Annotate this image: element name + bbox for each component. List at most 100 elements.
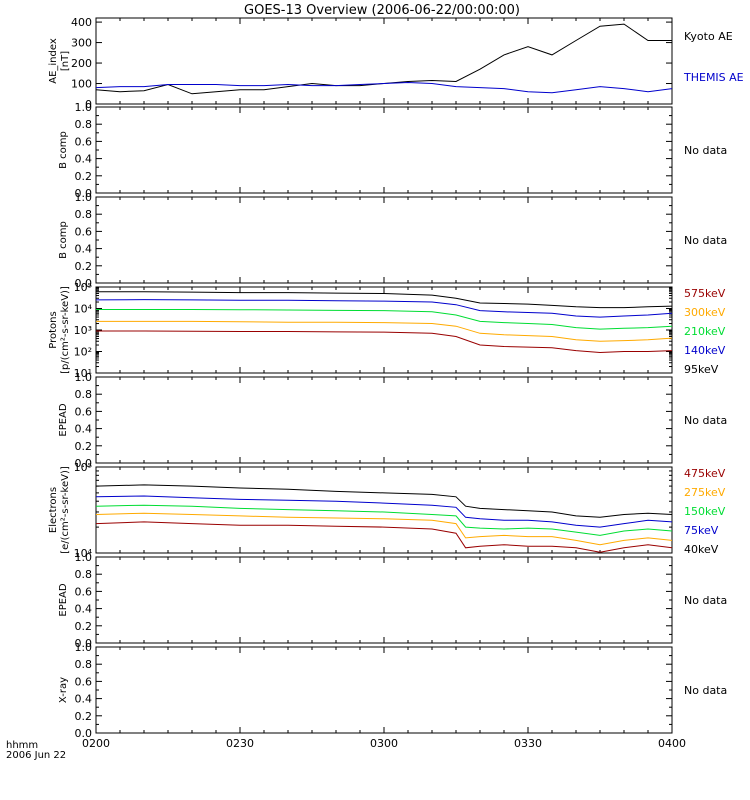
legend-label: THEMIS AE (683, 71, 744, 84)
y-tick-label: 100 (71, 78, 92, 91)
legend-label: Kyoto AE (684, 30, 733, 43)
panel-1: 0.0 0.2 0.4 0.6 0.8 1.0 B comp No data (58, 101, 727, 200)
series-line-150kev (95, 504, 673, 536)
y-tick-label: 1.0 (75, 191, 93, 204)
y-tick-label: 0.8 (75, 118, 93, 131)
panel-6-frame (95, 556, 673, 644)
y-axis-label: Protons (48, 311, 59, 348)
legend-label: 40keV (684, 543, 719, 556)
no-data-label: No data (684, 234, 727, 247)
legend-label: 475keV (684, 467, 726, 480)
series-line-300kev (96, 320, 673, 342)
panel-5-frame (95, 466, 673, 554)
y-axis-label: X-ray (58, 677, 69, 703)
y-tick-label: 0.2 (75, 710, 93, 723)
x-axis-tick-labels: 0200 0230 0300 0330 0400 (82, 737, 686, 750)
y-tick-label: 1.0 (75, 641, 93, 654)
panel-3: 10¹ 10² 10³ 10⁴ 10⁵ Protons [p/(cm²-s-sr-keV)]… (48, 281, 726, 380)
legend-label: 75keV (684, 524, 719, 537)
y-tick-label: 0.6 (75, 225, 93, 238)
legend-label: 210keV (684, 325, 726, 338)
panel-7: 0.0 0.2 0.4 0.6 0.8 1.0 X-ray No data (58, 641, 727, 740)
panel-1-frame (95, 106, 673, 194)
y-tick-label: 400 (71, 16, 92, 29)
y-axis-label: B comp (58, 131, 69, 169)
y-tick-label: 0.0 (75, 637, 93, 650)
y-axis-label: AE_index (48, 38, 59, 84)
panel-6: 0.0 0.2 0.4 0.6 0.8 1.0 EPEAD No data (58, 551, 727, 650)
y-tick-label: 0.0 (75, 727, 93, 740)
y-tick-label: 0.2 (75, 440, 93, 453)
y-tick-label: 10⁵ (74, 461, 92, 474)
y-tick-label: 10¹ (74, 367, 92, 380)
y-tick-label: 0.4 (75, 693, 93, 706)
y-tick-label: 0.8 (75, 208, 93, 221)
panel-7-frame (95, 646, 673, 734)
y-tick-label: 0.0 (75, 277, 93, 290)
legend-label: 150keV (684, 505, 726, 518)
y-tick-label: 1.0 (75, 551, 93, 564)
y-tick-label: 0.0 (75, 457, 93, 470)
x-tick-label: 0230 (226, 737, 254, 750)
y-axis-label: [p/(cm²-s-sr-keV)] (60, 286, 71, 374)
y-tick-label: 1.0 (75, 101, 93, 114)
series-line-210kev (96, 309, 673, 330)
y-tick-label: 300 (71, 37, 92, 50)
x-tick-label: 0200 (82, 737, 110, 750)
y-tick-label: 0.8 (75, 568, 93, 581)
no-data-label: No data (684, 144, 727, 157)
panel-4: 0.0 0.2 0.4 0.6 0.8 1.0 EPEAD No data (58, 371, 727, 470)
y-tick-label: 0.6 (75, 675, 93, 688)
y-axis-label: EPEAD (58, 583, 69, 617)
x-tick-label: 0400 (658, 737, 686, 750)
y-axis-label: EPEAD (58, 403, 69, 437)
y-tick-label: 200 (71, 57, 92, 70)
series-line-140kev (95, 299, 673, 318)
no-data-label: No data (684, 684, 727, 697)
y-axis-label: Electrons (48, 487, 59, 533)
y-tick-label: 10⁴ (74, 547, 93, 560)
panel-2: 0.0 0.2 0.4 0.6 0.8 1.0 B comp No data (58, 191, 727, 290)
series-line-themis-ae (95, 81, 673, 94)
panel-5: 10⁴ 10⁵ Electrons [e/(cm²-s-sr-keV)] 475keV 2… (48, 461, 726, 560)
y-tick-label: 1.0 (75, 371, 93, 384)
series-line-95kev (96, 291, 673, 309)
series-line-40kev (95, 484, 673, 518)
legend-label: 95keV (684, 363, 719, 376)
chart-title: GOES-13 Overview (2006-06-22/00:00:00) (244, 3, 520, 18)
y-tick-label: 0.6 (75, 135, 93, 148)
no-data-label: No data (684, 414, 727, 427)
panel-0: 0 100 200 300 400 AE_index [nT] Kyoto AE THEMIS … (48, 16, 744, 111)
y-axis-label: [e/(cm²-s-sr-keV)] (60, 466, 71, 554)
y-tick-label: 0.6 (75, 585, 93, 598)
y-tick-label: 10² (74, 346, 92, 359)
y-tick-label: 0.2 (75, 260, 93, 273)
series-line-475kev (95, 521, 673, 553)
y-tick-label: 0.6 (75, 405, 93, 418)
y-axis-label: [nT] (60, 51, 71, 71)
y-tick-label: 0 (85, 98, 92, 111)
y-tick-label: 0.0 (75, 187, 93, 200)
y-tick-label: 0.2 (75, 620, 93, 633)
no-data-label: No data (684, 594, 727, 607)
series-line-75kev (95, 495, 673, 528)
panel-2-frame (95, 196, 673, 284)
y-tick-label: 0.4 (75, 423, 93, 436)
panel-0-frame (95, 17, 673, 105)
legend-label: 275keV (684, 486, 726, 499)
y-tick-label: 10⁵ (74, 281, 92, 294)
y-tick-label: 0.4 (75, 243, 93, 256)
series-line-275kev (95, 512, 673, 546)
y-tick-label: 0.2 (75, 170, 93, 183)
series-line-575kev (96, 330, 673, 354)
x-tick-label: 0330 (514, 737, 542, 750)
y-axis-label: B comp (58, 221, 69, 259)
panel-4-frame (95, 376, 673, 464)
y-tick-label: 10⁴ (74, 303, 93, 316)
legend-label: 300keV (684, 306, 726, 319)
y-tick-label: 0.8 (75, 388, 93, 401)
footer-date: 2006 Jun 22 (6, 750, 66, 761)
y-tick-label: 0.4 (75, 153, 93, 166)
x-tick-label: 0300 (370, 737, 398, 750)
